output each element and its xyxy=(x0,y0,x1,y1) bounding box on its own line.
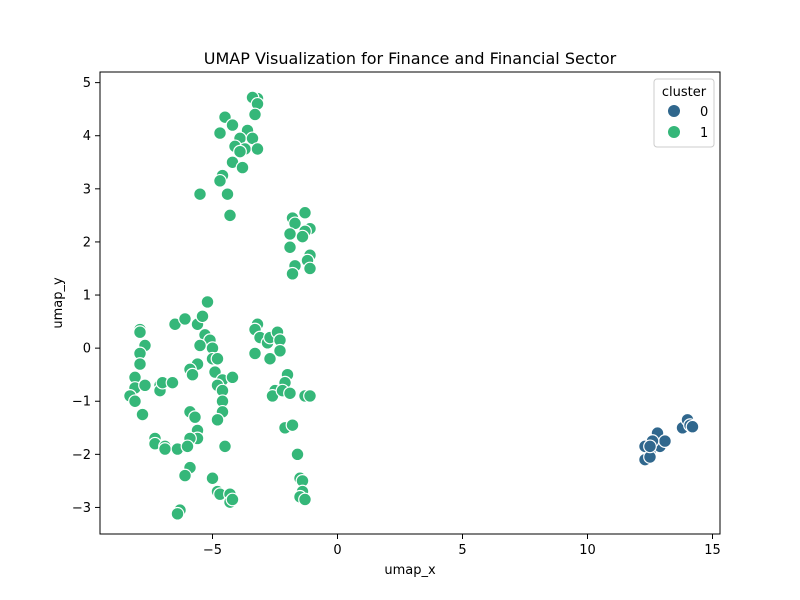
y-tick-label: −3 xyxy=(72,501,91,516)
scatter-point-cluster-1 xyxy=(263,351,277,366)
scatter-point-cluster-1 xyxy=(285,266,300,281)
scatter-point-cluster-1 xyxy=(248,346,262,361)
legend: cluster 0 1 xyxy=(653,78,715,148)
scatter-point-cluster-1 xyxy=(195,309,210,324)
scatter-point-cluster-1 xyxy=(193,338,207,353)
y-tick-label: 1 xyxy=(83,289,91,304)
legend-marker-0 xyxy=(668,105,680,117)
scatter-point-cluster-1 xyxy=(225,492,240,507)
y-axis: −3 −2 −1 0 1 2 3 4 5 xyxy=(72,76,100,516)
x-tick-label: 10 xyxy=(579,543,596,558)
legend-marker-1 xyxy=(668,126,680,138)
y-tick-label: 5 xyxy=(83,76,91,91)
scatter-point-cluster-1 xyxy=(295,229,310,244)
y-tick-label: 2 xyxy=(83,235,91,250)
scatter-point-cluster-1 xyxy=(303,389,317,403)
x-axis-label: umap_x xyxy=(384,563,436,578)
scatter-point-cluster-1 xyxy=(180,439,195,454)
scatter-point-cluster-1 xyxy=(178,312,192,326)
scatter-point-cluster-1 xyxy=(193,187,207,202)
scatter-point-cluster-1 xyxy=(303,261,317,276)
y-axis-label: umap_y xyxy=(51,277,66,329)
scatter-point-cluster-1 xyxy=(205,471,220,486)
scatter-point-cluster-1 xyxy=(165,375,180,390)
scatter-point-cluster-1 xyxy=(248,107,262,122)
legend-label-1: 1 xyxy=(700,126,708,141)
scatter-point-cluster-1 xyxy=(235,160,250,175)
scatter-point-cluster-1 xyxy=(233,144,247,159)
scatter-point-cluster-1 xyxy=(128,394,142,409)
scatter-point-cluster-1 xyxy=(283,386,297,401)
scatter-point-cluster-1 xyxy=(225,118,240,133)
scatter-point-cluster-1 xyxy=(225,370,240,385)
scatter-point-cluster-1 xyxy=(250,142,265,156)
x-tick-label: 5 xyxy=(458,543,466,558)
scatter-point-cluster-1 xyxy=(283,240,297,255)
scatter-point-cluster-1 xyxy=(218,439,232,454)
scatter-point-cluster-1 xyxy=(133,357,147,371)
y-tick-label: 3 xyxy=(83,182,91,197)
scatter-point-cluster-0 xyxy=(643,439,657,454)
scatter-point-cluster-1 xyxy=(210,412,225,427)
scatter-point-cluster-1 xyxy=(220,187,235,202)
scatter-point-cluster-1 xyxy=(170,506,185,521)
scatter-point-cluster-1 xyxy=(138,378,152,393)
scatter-point-cluster-1 xyxy=(133,325,147,340)
y-tick-label: −1 xyxy=(72,395,91,410)
scatter-point-cluster-1 xyxy=(213,173,227,188)
x-tick-label: 0 xyxy=(333,543,341,558)
scatter-point-cluster-1 xyxy=(298,492,312,507)
y-tick-label: 0 xyxy=(83,342,91,357)
legend-title: cluster xyxy=(662,85,707,100)
scatter-point-cluster-1 xyxy=(273,343,287,358)
x-axis: −5 0 5 10 15 xyxy=(203,534,721,558)
y-tick-label: 4 xyxy=(83,129,91,144)
scatter-point-cluster-1 xyxy=(283,227,297,241)
y-tick-label: −2 xyxy=(72,448,91,463)
plot-frame xyxy=(99,71,721,535)
scatter-point-cluster-1 xyxy=(200,295,215,309)
legend-label-0: 0 xyxy=(700,105,708,120)
chart-title: UMAP Visualization for Finance and Finan… xyxy=(204,49,617,68)
x-tick-label: −5 xyxy=(203,543,222,558)
scatter-point-cluster-1 xyxy=(285,418,300,433)
scatter-point-cluster-1 xyxy=(185,367,200,382)
scatter-point-cluster-1 xyxy=(188,410,202,425)
x-tick-label: 15 xyxy=(704,543,721,558)
scatter-point-cluster-1 xyxy=(213,126,227,140)
scatter-point-cluster-1 xyxy=(158,442,172,456)
scatter-point-cluster-0 xyxy=(658,434,672,448)
scatter-point-cluster-1 xyxy=(210,351,225,366)
scatter-point-cluster-1 xyxy=(135,407,150,422)
scatter-point-cluster-1 xyxy=(178,468,192,483)
scatter-point-cluster-1 xyxy=(298,205,312,220)
points-layer xyxy=(123,90,700,521)
scatter-point-cluster-0 xyxy=(685,419,700,434)
scatter-point-cluster-1 xyxy=(290,447,305,462)
scatter-point-cluster-1 xyxy=(223,208,237,223)
